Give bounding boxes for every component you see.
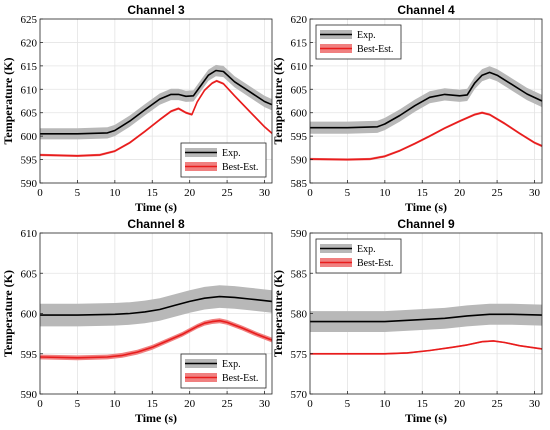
x-axis-label: Time (s)	[135, 411, 177, 425]
legend: Exp. Best-Est.	[180, 353, 267, 389]
y-tick-label: 615	[21, 61, 38, 73]
chart-panel: 0 5 10 15 20 25 30 570 575 580 585 590 Channel 9 Time…	[271, 217, 543, 425]
legend-label: Exp.	[222, 359, 241, 370]
y-tick-label: 595	[21, 155, 38, 167]
legend: Exp. Best-Est.	[315, 238, 402, 274]
x-tick-label: 5	[345, 398, 351, 410]
chart-panel: 0 5 10 15 20 25 30 585 590 595 600 605 610 615 620 Chan…	[271, 3, 543, 214]
legend: Exp. Best-Est.	[180, 142, 267, 178]
x-tick-label: 0	[307, 398, 313, 410]
x-axis-label: Time (s)	[405, 411, 447, 425]
chart-title: Channel 4	[397, 3, 455, 17]
x-tick-label: 25	[222, 398, 234, 410]
x-tick-label: 20	[454, 187, 466, 199]
x-tick-label: 30	[259, 398, 271, 410]
y-tick-label: 620	[21, 37, 38, 49]
chart-panel: 0 5 10 15 20 25 30 590 595 600 605 610 Channel 8 Time…	[1, 217, 273, 425]
y-axis-label: Temperature (K)	[1, 270, 15, 357]
series-line-exp	[310, 71, 543, 129]
legend-label: Exp.	[222, 148, 241, 159]
x-tick-label: 10	[109, 187, 121, 199]
x-tick-label: 25	[492, 187, 504, 199]
y-tick-label: 580	[291, 309, 308, 321]
series-band-best-est	[40, 318, 272, 361]
y-tick-label: 570	[291, 389, 308, 401]
x-tick-label: 30	[259, 187, 271, 199]
x-tick-label: 30	[529, 398, 541, 410]
y-tick-label: 600	[21, 131, 38, 143]
y-tick-label: 575	[291, 349, 308, 361]
chart-panel: 0 5 10 15 20 25 30 590 595 600 605 610 615 620 625 Chan…	[1, 3, 273, 214]
x-tick-label: 15	[417, 398, 429, 410]
y-tick-label: 615	[291, 37, 308, 49]
series-band-exp	[40, 285, 272, 327]
y-tick-label: 590	[291, 228, 308, 240]
x-tick-label: 5	[75, 398, 81, 410]
y-tick-label: 605	[21, 268, 38, 280]
x-tick-label: 10	[379, 398, 391, 410]
chart-title: Channel 8	[127, 217, 185, 231]
y-tick-label: 585	[291, 268, 308, 280]
y-axis-label: Temperature (K)	[1, 58, 15, 145]
y-tick-label: 595	[291, 131, 308, 143]
x-tick-label: 20	[184, 398, 196, 410]
y-tick-label: 610	[21, 84, 38, 96]
y-tick-label: 600	[21, 309, 38, 321]
y-axis-label: Temperature (K)	[271, 58, 285, 145]
y-tick-label: 610	[21, 228, 38, 240]
series-line-best-est	[310, 340, 543, 355]
x-tick-label: 0	[37, 398, 43, 410]
x-axis-label: Time (s)	[405, 200, 447, 214]
y-axis-label: Temperature (K)	[271, 270, 285, 357]
legend-label: Best-Est.	[222, 162, 258, 173]
legend-label: Best-Est.	[357, 258, 393, 269]
series-line-best-est	[309, 111, 543, 161]
x-tick-label: 10	[109, 398, 121, 410]
series-line-best-est	[39, 80, 273, 157]
series-band-exp	[310, 303, 542, 332]
axes-frame	[309, 18, 543, 184]
axes-frame	[39, 18, 273, 184]
y-tick-label: 600	[291, 108, 308, 120]
legend-box	[315, 24, 402, 60]
x-tick-label: 10	[379, 187, 391, 199]
x-tick-label: 20	[454, 398, 466, 410]
y-tick-label: 590	[21, 178, 38, 190]
legend-label: Exp.	[357, 30, 376, 41]
y-tick-label: 605	[291, 84, 308, 96]
x-tick-label: 0	[307, 187, 313, 199]
x-tick-label: 25	[222, 187, 234, 199]
x-tick-label: 15	[417, 187, 429, 199]
x-tick-label: 20	[184, 187, 196, 199]
x-tick-label: 5	[345, 187, 351, 199]
x-tick-label: 0	[37, 187, 43, 199]
series-line-exp	[40, 295, 273, 316]
y-tick-label: 625	[21, 14, 38, 26]
legend-label: Best-Est.	[222, 373, 258, 384]
legend-label: Best-Est.	[357, 44, 393, 55]
series-line-exp	[310, 313, 543, 323]
x-axis-label: Time (s)	[135, 200, 177, 214]
y-tick-label: 605	[21, 108, 38, 120]
x-tick-label: 15	[147, 398, 159, 410]
x-tick-label: 25	[492, 398, 504, 410]
legend: Exp. Best-Est.	[315, 24, 402, 60]
x-tick-label: 15	[147, 187, 159, 199]
y-tick-label: 595	[21, 349, 38, 361]
y-tick-label: 620	[291, 14, 308, 26]
y-tick-label: 590	[21, 389, 38, 401]
chart-title: Channel 3	[127, 3, 185, 17]
legend-label: Exp.	[357, 244, 376, 255]
chart-title: Channel 9	[397, 217, 455, 231]
series-line-exp	[40, 69, 273, 135]
series-line-best-est	[39, 319, 273, 359]
x-tick-label: 30	[529, 187, 541, 199]
y-tick-label: 590	[291, 155, 308, 167]
y-tick-label: 585	[291, 178, 308, 190]
x-tick-label: 5	[75, 187, 81, 199]
y-tick-label: 610	[291, 61, 308, 73]
